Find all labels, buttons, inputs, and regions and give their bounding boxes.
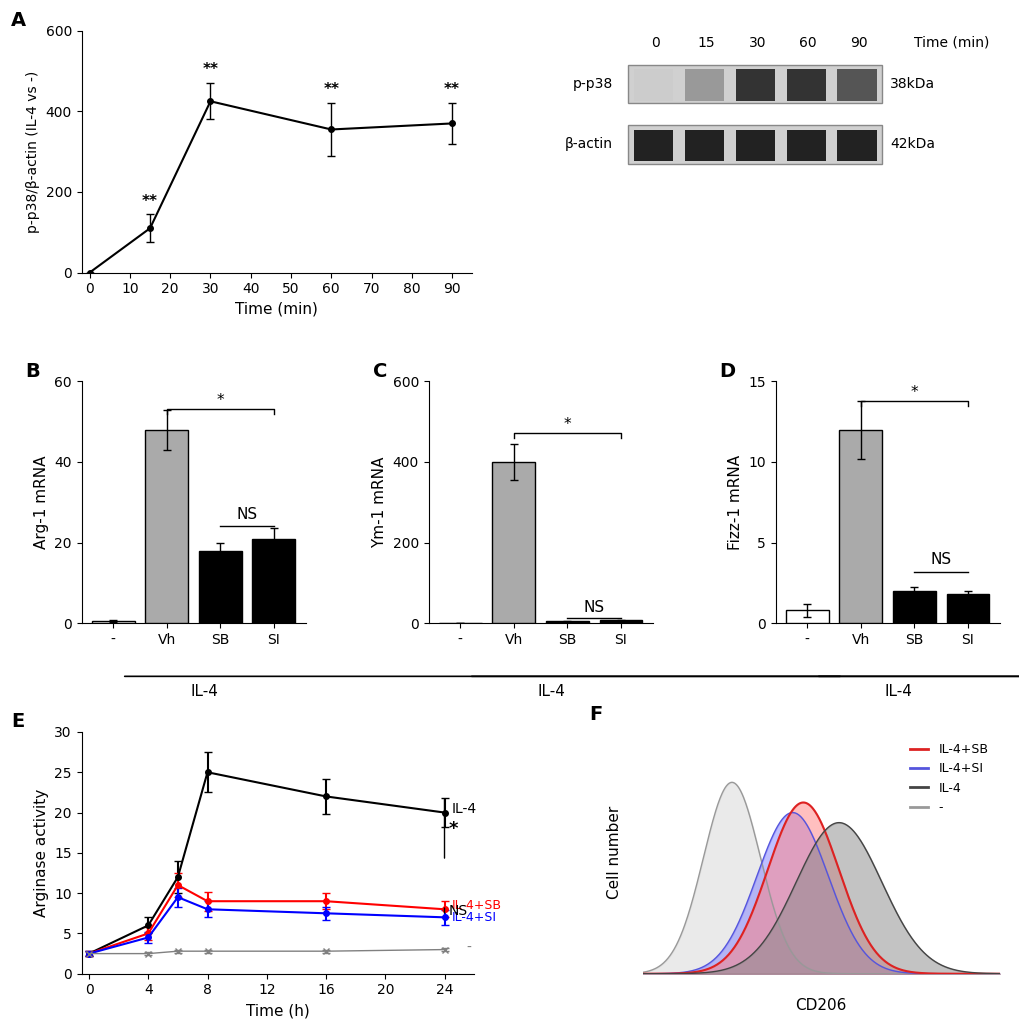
X-axis label: Time (min): Time (min) — [235, 301, 318, 317]
Bar — [685, 70, 723, 100]
Text: IL-4+SB: IL-4+SB — [451, 899, 501, 912]
Text: **: ** — [323, 82, 339, 97]
Bar — [492, 462, 535, 623]
Y-axis label: Ym-1 mRNA: Ym-1 mRNA — [372, 456, 386, 548]
Text: *: * — [564, 417, 571, 433]
Text: B: B — [25, 362, 41, 380]
Text: E: E — [11, 712, 24, 731]
Bar — [785, 610, 827, 623]
Text: 60: 60 — [799, 36, 816, 50]
Text: D: D — [719, 362, 735, 380]
Text: IL-4+SI: IL-4+SI — [451, 911, 496, 924]
Bar — [685, 130, 723, 161]
X-axis label: Time (h): Time (h) — [246, 1003, 310, 1018]
Bar — [946, 594, 988, 623]
Text: CD206: CD206 — [795, 998, 846, 1013]
Bar — [837, 70, 875, 100]
Text: IL-4: IL-4 — [191, 684, 218, 699]
Text: IL-4: IL-4 — [537, 684, 566, 699]
Y-axis label: Arg-1 mRNA: Arg-1 mRNA — [34, 455, 49, 549]
Text: IL-4: IL-4 — [451, 802, 477, 816]
Bar — [735, 130, 774, 161]
Bar — [735, 70, 774, 100]
Text: -: - — [467, 941, 471, 955]
Text: IL-4: IL-4 — [884, 684, 912, 699]
Text: Time (min): Time (min) — [913, 36, 988, 50]
Text: NS: NS — [236, 507, 258, 523]
Text: 90: 90 — [849, 36, 867, 50]
Text: **: ** — [203, 63, 218, 77]
Text: NS: NS — [583, 600, 604, 615]
Text: 0: 0 — [651, 36, 659, 50]
Text: 30: 30 — [748, 36, 765, 50]
Text: Cell number: Cell number — [606, 807, 622, 900]
Text: *: * — [448, 820, 458, 837]
Text: F: F — [589, 705, 602, 724]
Y-axis label: Arginase activity: Arginase activity — [34, 788, 49, 917]
Bar — [92, 621, 135, 623]
Text: **: ** — [443, 82, 460, 97]
Bar — [837, 130, 875, 161]
Bar — [545, 621, 588, 623]
Bar — [628, 65, 881, 104]
Text: C: C — [372, 362, 386, 380]
Bar — [253, 538, 296, 623]
Bar — [786, 130, 825, 161]
Text: A: A — [11, 11, 26, 30]
Text: 42kDa: 42kDa — [890, 137, 934, 152]
Bar — [634, 130, 673, 161]
Text: 38kDa: 38kDa — [890, 77, 934, 91]
Text: **: ** — [142, 194, 158, 209]
Text: NS: NS — [448, 904, 468, 917]
Bar — [599, 620, 642, 623]
Text: 15: 15 — [697, 36, 714, 50]
Bar — [786, 70, 825, 100]
Y-axis label: p-p38/β-actin (IL-4 vs -): p-p38/β-actin (IL-4 vs -) — [25, 71, 40, 233]
Bar — [199, 550, 242, 623]
Bar — [892, 590, 935, 623]
Bar — [634, 70, 673, 100]
Bar — [839, 429, 881, 623]
Text: p-p38: p-p38 — [572, 77, 612, 91]
Y-axis label: Fizz-1 mRNA: Fizz-1 mRNA — [728, 455, 742, 549]
Text: β-actin: β-actin — [565, 137, 612, 152]
Text: *: * — [216, 394, 224, 408]
Text: NS: NS — [929, 551, 951, 567]
Text: *: * — [910, 385, 917, 400]
Bar — [145, 429, 189, 623]
Bar — [628, 125, 881, 164]
Legend: IL-4+SB, IL-4+SI, IL-4, -: IL-4+SB, IL-4+SI, IL-4, - — [904, 738, 993, 819]
